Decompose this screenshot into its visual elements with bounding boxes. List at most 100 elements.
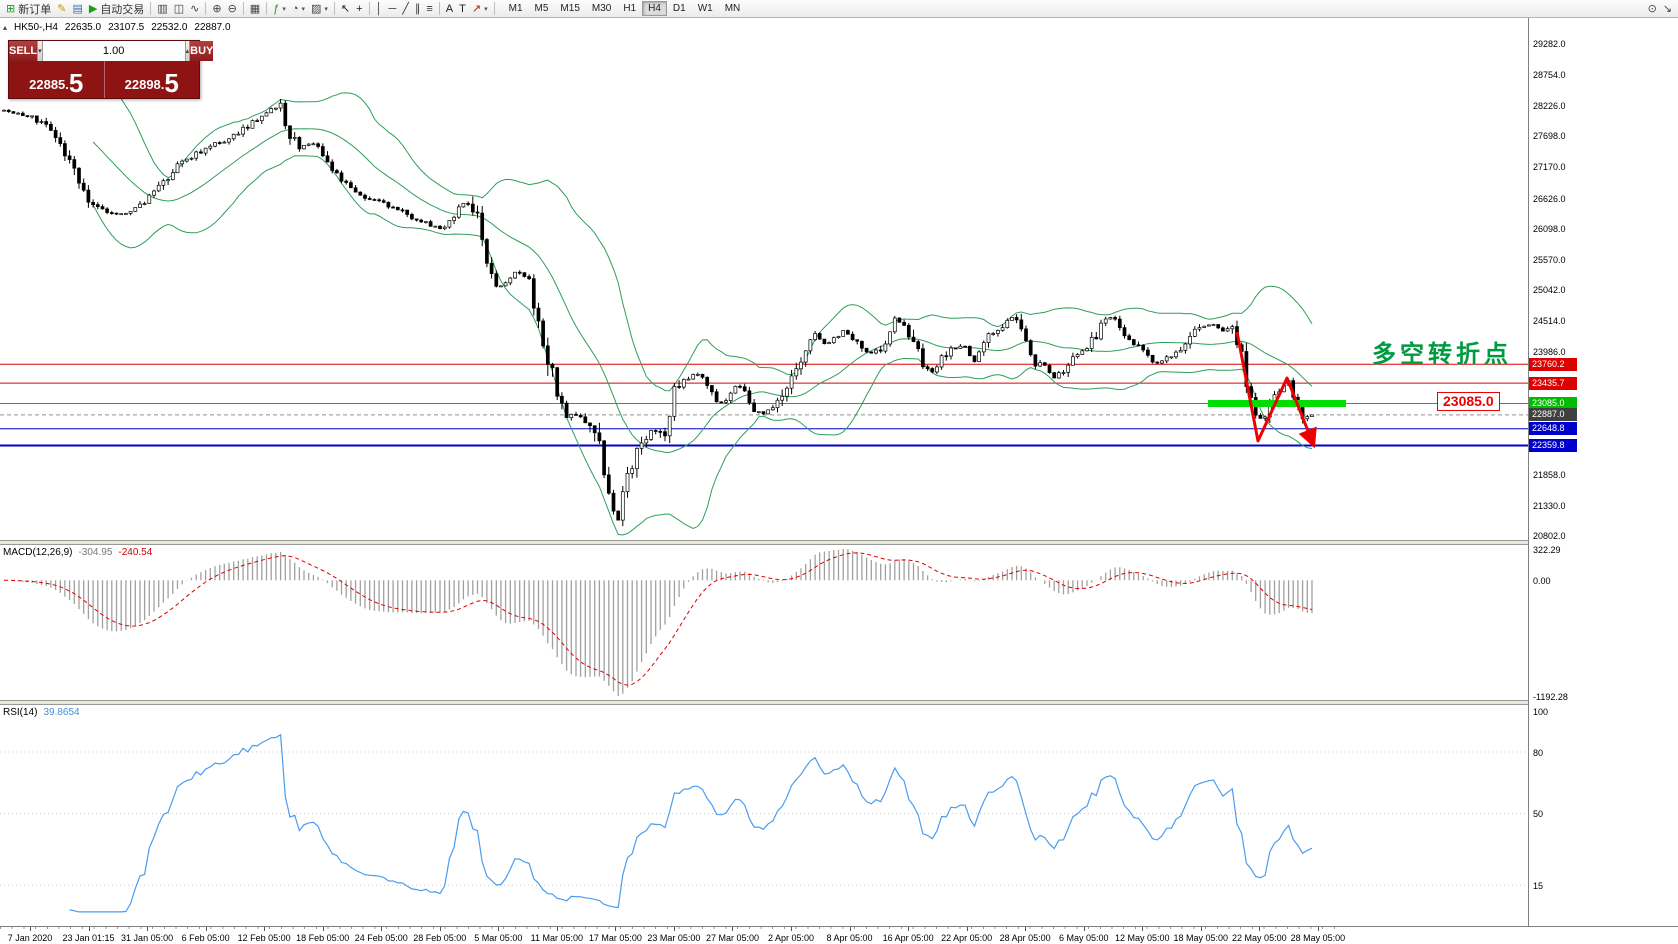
- cursor-icon[interactable]: ↖: [338, 1, 353, 17]
- macd-axis-label: 0.00: [1533, 575, 1551, 586]
- templates-icon[interactable]: ▨ ▾: [308, 1, 331, 17]
- date-label: 12 May 05:00: [1114, 933, 1170, 943]
- candlestick-chart-icon: ◫: [173, 2, 185, 15]
- price-tick-label: 20802.0: [1533, 531, 1566, 542]
- time-axis-minor-ticks: [0, 927, 1340, 929]
- rsi-chart[interactable]: [0, 705, 1528, 926]
- arrows-icon[interactable]: ↗ ▾: [469, 1, 491, 17]
- time-tick: [1142, 927, 1144, 931]
- crosshair-icon[interactable]: +: [353, 1, 365, 17]
- periods-icon[interactable]: ◔ ▾: [289, 1, 308, 17]
- price-tick-label: 24514.0: [1533, 316, 1566, 327]
- timeframe-H1[interactable]: H1: [623, 3, 637, 14]
- time-tick: [966, 927, 968, 931]
- candlestick-chart-icon[interactable]: ◫: [171, 1, 187, 17]
- panel-splitter[interactable]: [0, 700, 1678, 705]
- rsi-panel[interactable]: [0, 705, 1528, 926]
- vertical-line-icon[interactable]: │: [373, 1, 386, 17]
- price-tick-label: 25570.0: [1533, 254, 1566, 265]
- price-tick-label: 26098.0: [1533, 224, 1566, 235]
- timeframe-MN[interactable]: MN: [724, 3, 741, 14]
- toolbar-separator: [333, 2, 335, 15]
- date-label: 18 May 05:00: [1173, 933, 1229, 943]
- chart-ohlc-header: ▴ HK50-,H4 22635.0 23107.5 22532.0 22887…: [3, 22, 231, 33]
- time-axis[interactable]: 7 Jan 2020 23 Jan 01:15 31 Jan 05:00 6 Feb …: [0, 926, 1678, 944]
- time-tick: [1025, 927, 1027, 931]
- panel-splitter[interactable]: [0, 540, 1678, 545]
- buy-price-big-digit: 5: [164, 68, 179, 98]
- metaeditor-icon[interactable]: ✎: [54, 1, 69, 17]
- text-icon[interactable]: A: [443, 1, 456, 17]
- search-icon[interactable]: ⊙: [1645, 1, 1660, 17]
- time-tick: [908, 927, 910, 931]
- macd-chart[interactable]: [0, 545, 1528, 700]
- date-label: 22 Apr 05:00: [941, 933, 993, 943]
- time-tick: [322, 927, 324, 931]
- zoom-in-icon[interactable]: ⊕: [209, 1, 224, 17]
- time-tick: [673, 927, 675, 931]
- timeframe-M5[interactable]: M5: [534, 3, 549, 14]
- ohlc-low: 22532.0: [151, 22, 188, 33]
- candlestick-chart[interactable]: [0, 18, 1528, 540]
- price-tick-label: 27698.0: [1533, 131, 1566, 142]
- toolbar-separator: [493, 2, 495, 15]
- one-click-trading-panel: SELL ▾ ▴ BUY 22885.5 22898.5: [8, 40, 214, 99]
- label-icon[interactable]: T: [456, 1, 469, 17]
- timeframe-W1[interactable]: W1: [697, 3, 713, 14]
- sell-price-main: 22885.: [29, 77, 69, 92]
- rsi-value: 39.8654: [43, 707, 80, 718]
- dropdown-caret-icon: ▾: [484, 5, 488, 13]
- time-tick: [791, 927, 793, 931]
- indicators-icon[interactable]: ƒ ▾: [270, 1, 289, 17]
- autotrading-button[interactable]: ▶ 自动交易: [86, 1, 147, 17]
- main-chart-panel[interactable]: ▴ HK50-,H4 22635.0 23107.5 22532.0 22887…: [0, 18, 1528, 540]
- sell-price[interactable]: 22885. 5: [9, 61, 104, 98]
- equidistant-channel-icon[interactable]: ∥: [412, 1, 424, 17]
- volume-increase-button[interactable]: ▴: [184, 41, 191, 61]
- timeframe-M30[interactable]: M30: [591, 3, 612, 14]
- equidistant-channel-icon: ∥: [414, 2, 421, 15]
- price-line-label: 23760.2: [1529, 357, 1577, 371]
- line-chart-icon[interactable]: ∿: [187, 1, 202, 17]
- new-order-button[interactable]: ⊞ 新订单: [3, 1, 54, 17]
- one-click-toggle-icon[interactable]: ▴: [3, 23, 8, 32]
- time-tick: [1200, 927, 1202, 931]
- price-tick-label: 27170.0: [1533, 161, 1566, 172]
- time-tick: [732, 927, 734, 931]
- date-label: 23 Mar 05:00: [647, 933, 701, 943]
- timeframe-H4[interactable]: H4: [642, 1, 667, 16]
- bar-chart-icon[interactable]: ▥: [154, 1, 170, 17]
- toolbar-separator: [438, 2, 440, 15]
- time-tick: [498, 927, 500, 931]
- date-label: 28 May 05:00: [1290, 933, 1346, 943]
- price-tick-label: 25042.0: [1533, 285, 1566, 296]
- tile-windows-icon[interactable]: ▦: [247, 1, 263, 17]
- price-tick-label: 21858.0: [1533, 470, 1566, 481]
- price-axis[interactable]: 29282.0 28754.0 28226.0 27698.0 27170.0 26626…: [1528, 18, 1678, 926]
- trendline-icon[interactable]: ╱: [399, 1, 412, 17]
- volume-input[interactable]: [42, 41, 185, 61]
- timeframe-M1[interactable]: M1: [508, 3, 523, 14]
- date-label: 11 Mar 05:00: [530, 933, 584, 943]
- price-tick-label: 28226.0: [1533, 100, 1566, 111]
- line-chart-icon: ∿: [190, 2, 200, 15]
- fibonacci-icon[interactable]: ≡: [423, 1, 435, 17]
- buy-price[interactable]: 22898. 5: [103, 61, 200, 98]
- time-tick: [556, 927, 558, 931]
- horizontal-line-icon[interactable]: ─: [385, 1, 399, 17]
- sell-button[interactable]: SELL: [9, 41, 38, 61]
- pointer-icon[interactable]: ↘: [1660, 1, 1675, 17]
- date-label: 24 Feb 05:00: [354, 933, 408, 943]
- buy-button[interactable]: BUY: [190, 41, 214, 61]
- zoom-out-icon[interactable]: ⊖: [225, 1, 240, 17]
- rsi-axis-label: 80: [1533, 747, 1544, 758]
- market-watch-icon[interactable]: ▤: [69, 1, 85, 17]
- toolbar-separator: [266, 2, 268, 15]
- crosshair-icon: +: [356, 2, 363, 15]
- volume-decrease-button[interactable]: ▾: [37, 41, 43, 61]
- date-label: 16 Apr 05:00: [882, 933, 934, 943]
- macd-panel[interactable]: [0, 545, 1528, 700]
- timeframe-D1[interactable]: D1: [672, 3, 686, 14]
- price-callout-label: 23085.0: [1437, 392, 1500, 411]
- timeframe-M15[interactable]: M15: [560, 3, 580, 14]
